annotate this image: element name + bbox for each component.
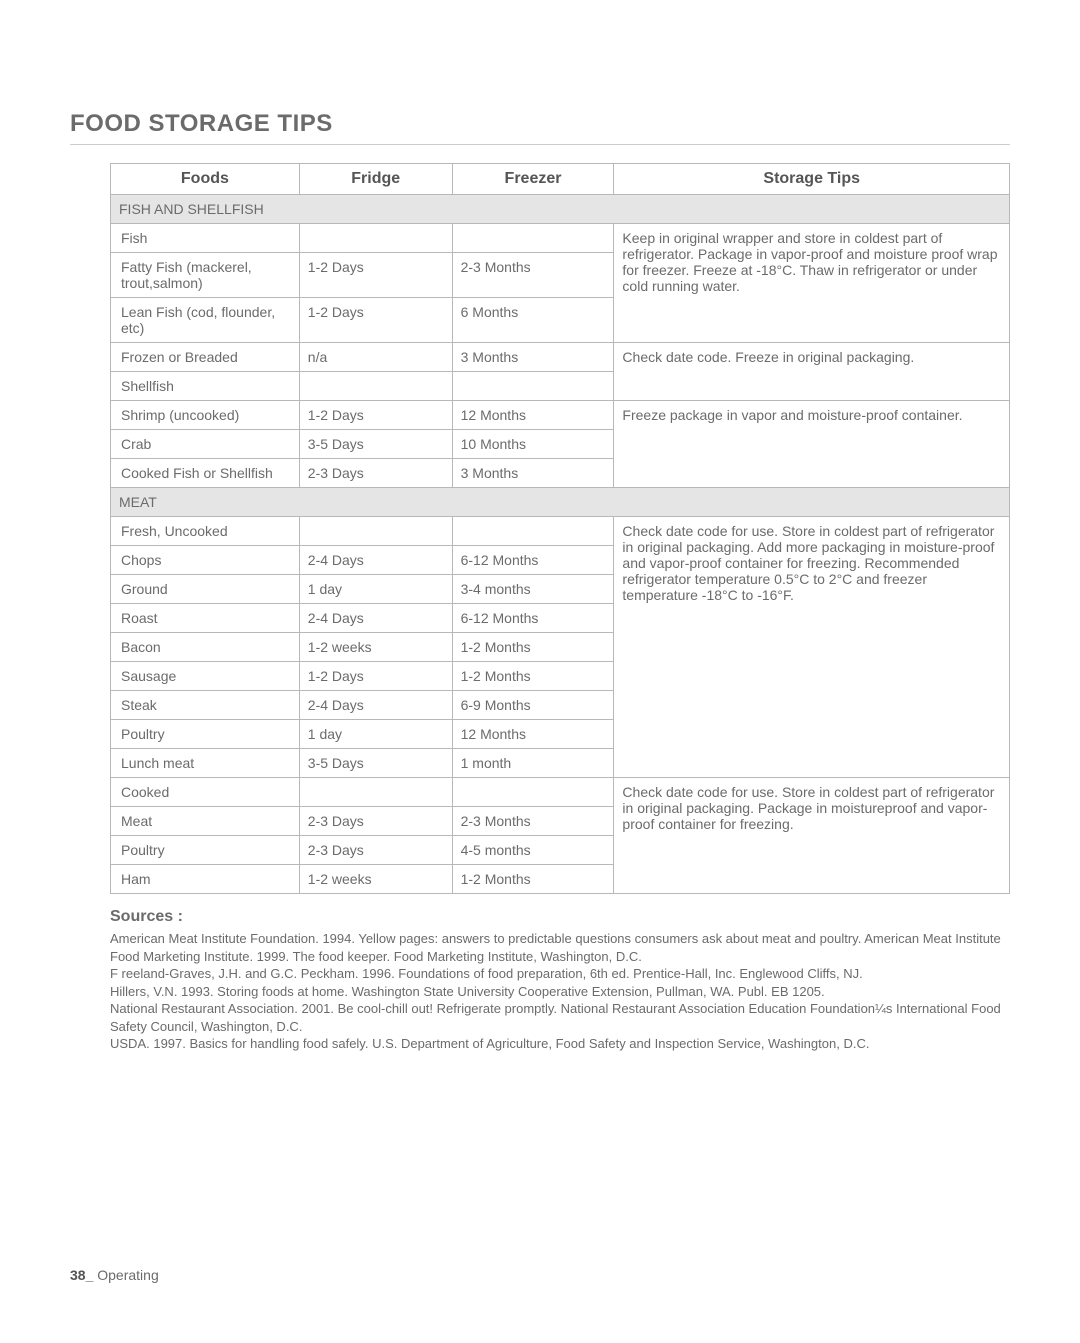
footer-label: Operating <box>93 1267 158 1283</box>
table-header-row: Foods Fridge Freezer Storage Tips <box>111 164 1010 195</box>
cell-fridge: 3-5 Days <box>299 430 452 459</box>
cell-freezer: 1-2 Months <box>452 633 614 662</box>
cell-food: Cooked Fish or Shellfish <box>111 459 300 488</box>
cell-freezer <box>452 372 614 401</box>
col-foods: Foods <box>111 164 300 195</box>
cell-freezer: 2-3 Months <box>452 807 614 836</box>
cell-freezer: 6-12 Months <box>452 604 614 633</box>
cell-fridge: 1-2 weeks <box>299 865 452 894</box>
cell-food: Fresh, Uncooked <box>111 517 300 546</box>
cell-food: Steak <box>111 691 300 720</box>
cell-food: Cooked <box>111 778 300 807</box>
cell-freezer: 3 Months <box>452 343 614 372</box>
table-row: Shrimp (uncooked) 1-2 Days 12 Months Fre… <box>111 401 1010 430</box>
cell-food: Lunch meat <box>111 749 300 778</box>
section-fish: FISH AND SHELLFISH <box>111 195 1010 224</box>
cell-tip: Check date code. Freeze in original pack… <box>614 343 1010 401</box>
cell-freezer: 4-5 months <box>452 836 614 865</box>
cell-fridge: 2-3 Days <box>299 459 452 488</box>
source-line: USDA. 1997. Basics for handling food saf… <box>110 1035 1010 1053</box>
cell-freezer: 3-4 months <box>452 575 614 604</box>
cell-food: Crab <box>111 430 300 459</box>
cell-fridge: 1-2 Days <box>299 662 452 691</box>
source-line: F reeland-Graves, J.H. and G.C. Peckham.… <box>110 965 1010 983</box>
cell-freezer: 10 Months <box>452 430 614 459</box>
cell-freezer: 3 Months <box>452 459 614 488</box>
table-row: Cooked Check date code for use. Store in… <box>111 778 1010 807</box>
cell-freezer: 6-9 Months <box>452 691 614 720</box>
col-tips: Storage Tips <box>614 164 1010 195</box>
source-line: Hillers, V.N. 1993. Storing foods at hom… <box>110 983 1010 1001</box>
cell-fridge: 2-4 Days <box>299 604 452 633</box>
cell-tip: Keep in original wrapper and store in co… <box>614 224 1010 343</box>
section-meat: MEAT <box>111 488 1010 517</box>
cell-fridge: 2-4 Days <box>299 691 452 720</box>
cell-fridge <box>299 517 452 546</box>
cell-food: Meat <box>111 807 300 836</box>
cell-food: Sausage <box>111 662 300 691</box>
cell-fridge <box>299 372 452 401</box>
cell-fridge: 1 day <box>299 575 452 604</box>
cell-fridge <box>299 778 452 807</box>
cell-freezer: 6 Months <box>452 298 614 343</box>
table-row: Frozen or Breaded n/a 3 Months Check dat… <box>111 343 1010 372</box>
sources-heading: Sources : <box>110 908 1010 926</box>
page-footer: 38_ Operating <box>70 1267 159 1283</box>
cell-freezer <box>452 517 614 546</box>
page-title: FOOD STORAGE TIPS <box>70 110 1010 145</box>
cell-fridge: 3-5 Days <box>299 749 452 778</box>
cell-food: Poultry <box>111 720 300 749</box>
cell-tip: Check date code for use. Store in coldes… <box>614 778 1010 894</box>
storage-table: Foods Fridge Freezer Storage Tips FISH A… <box>110 163 1010 894</box>
cell-freezer: 1-2 Months <box>452 662 614 691</box>
cell-food: Frozen or Breaded <box>111 343 300 372</box>
cell-freezer: 12 Months <box>452 720 614 749</box>
cell-fridge: 1-2 Days <box>299 298 452 343</box>
sources-body: American Meat Institute Foundation. 1994… <box>110 930 1010 1053</box>
cell-food: Fish <box>111 224 300 253</box>
cell-food: Shrimp (uncooked) <box>111 401 300 430</box>
page-number: 38_ <box>70 1267 93 1283</box>
cell-freezer <box>452 778 614 807</box>
source-line: Food Marketing Institute. 1999. The food… <box>110 948 1010 966</box>
cell-fridge: 1-2 Days <box>299 253 452 298</box>
cell-freezer: 1 month <box>452 749 614 778</box>
cell-food: Roast <box>111 604 300 633</box>
cell-food: Ground <box>111 575 300 604</box>
storage-table-wrap: Foods Fridge Freezer Storage Tips FISH A… <box>110 163 1010 894</box>
cell-freezer: 2-3 Months <box>452 253 614 298</box>
cell-fridge <box>299 224 452 253</box>
cell-fridge: 2-4 Days <box>299 546 452 575</box>
cell-tip: Freeze package in vapor and moisture-pro… <box>614 401 1010 488</box>
cell-freezer: 6-12 Months <box>452 546 614 575</box>
cell-fridge: n/a <box>299 343 452 372</box>
table-row: Fresh, Uncooked Check date code for use.… <box>111 517 1010 546</box>
cell-freezer: 12 Months <box>452 401 614 430</box>
cell-tip: Check date code for use. Store in coldes… <box>614 517 1010 778</box>
table-row: Fish Keep in original wrapper and store … <box>111 224 1010 253</box>
col-fridge: Fridge <box>299 164 452 195</box>
source-line: American Meat Institute Foundation. 1994… <box>110 930 1010 948</box>
cell-fridge: 1-2 Days <box>299 401 452 430</box>
source-line: National Restaurant Association. 2001. B… <box>110 1000 1010 1035</box>
cell-food: Ham <box>111 865 300 894</box>
cell-fridge: 1-2 weeks <box>299 633 452 662</box>
cell-fridge: 2-3 Days <box>299 836 452 865</box>
cell-fridge: 1 day <box>299 720 452 749</box>
cell-food: Lean Fish (cod, flounder, etc) <box>111 298 300 343</box>
cell-fridge: 2-3 Days <box>299 807 452 836</box>
cell-food: Shellfish <box>111 372 300 401</box>
cell-food: Poultry <box>111 836 300 865</box>
cell-food: Fatty Fish (mackerel, trout,salmon) <box>111 253 300 298</box>
cell-food: Bacon <box>111 633 300 662</box>
cell-food: Chops <box>111 546 300 575</box>
cell-freezer: 1-2 Months <box>452 865 614 894</box>
cell-freezer <box>452 224 614 253</box>
col-freezer: Freezer <box>452 164 614 195</box>
